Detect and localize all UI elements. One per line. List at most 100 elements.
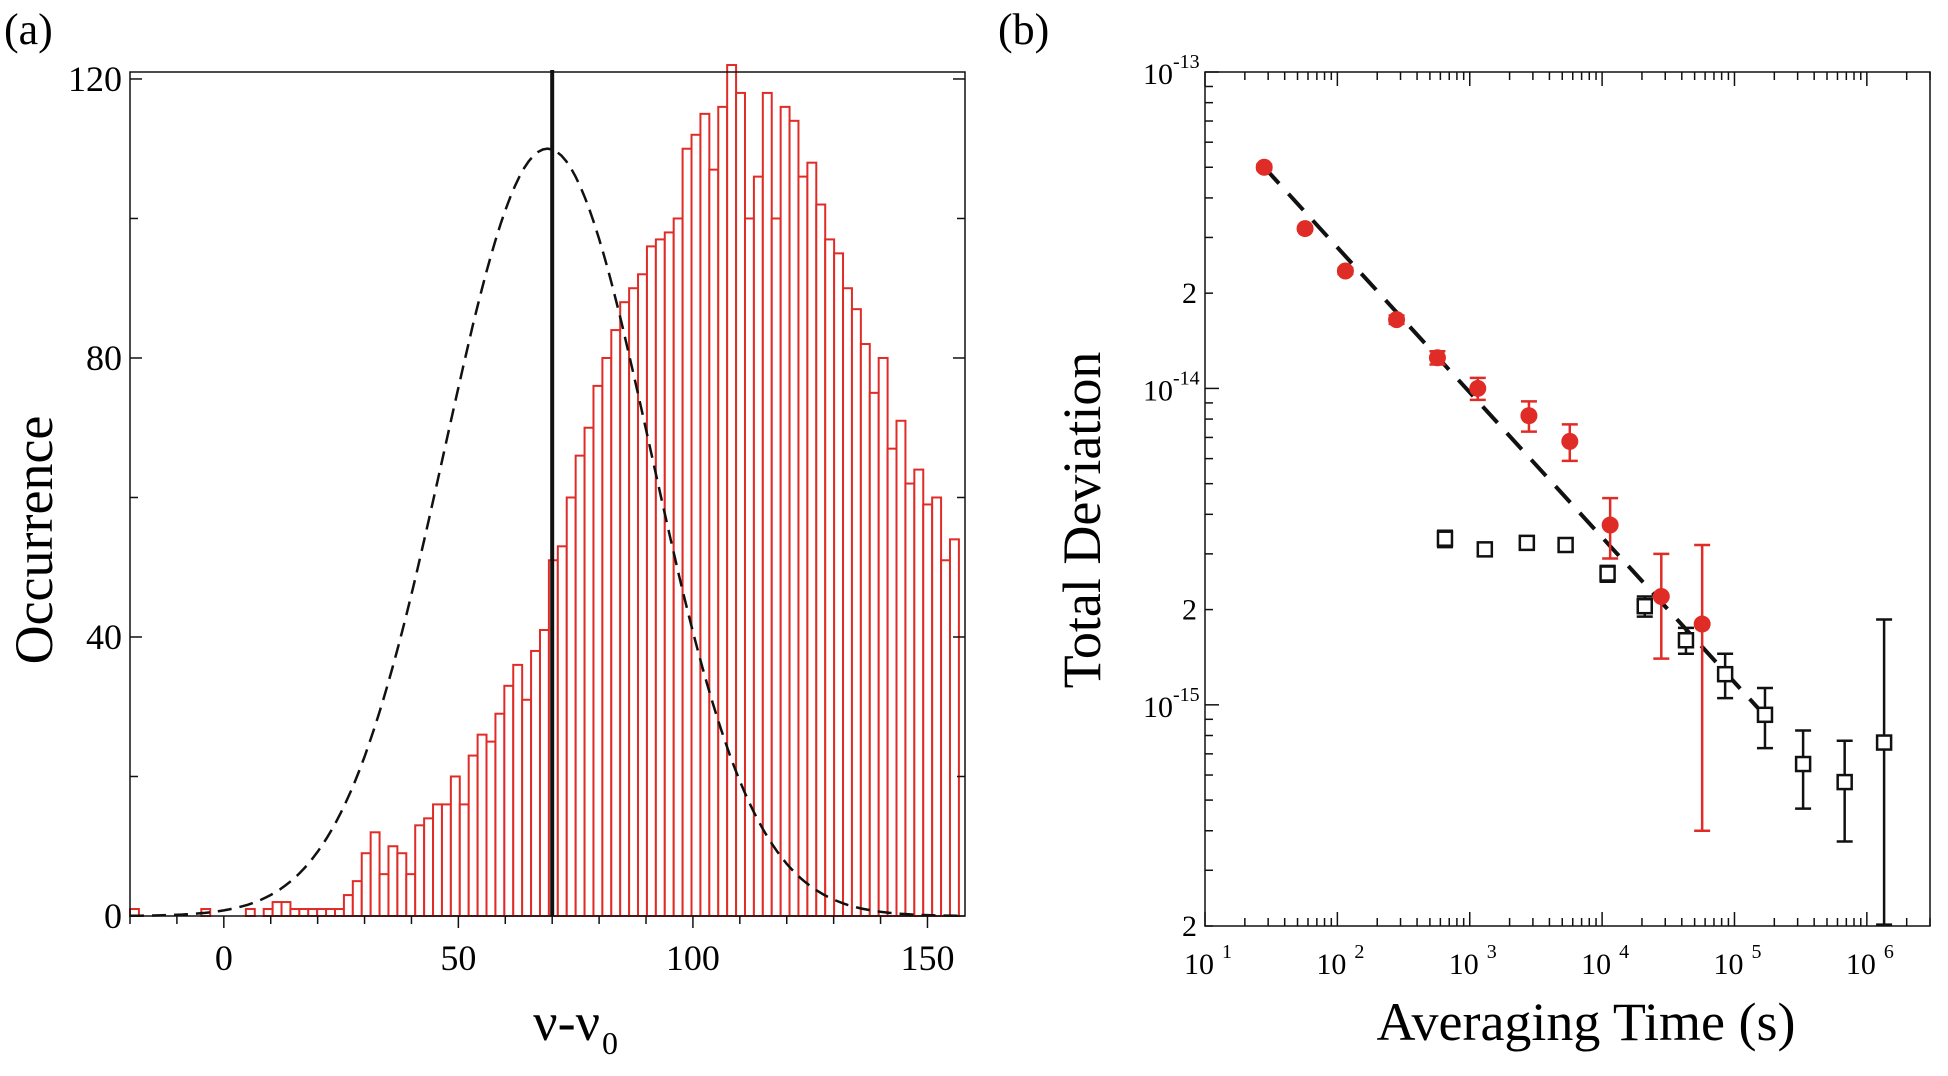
histogram-bar xyxy=(592,384,604,918)
histogram-bar xyxy=(530,649,541,917)
histogram-bar xyxy=(940,559,951,917)
histogram-plot-frame xyxy=(129,71,966,917)
histogram-panel: (a) Occurrence ν-ν 0 0 50 100 150 0 40 80 120 xyxy=(4,5,966,1061)
panel-label-b: (b) xyxy=(998,5,1049,54)
histogram-bar xyxy=(298,908,310,917)
histogram-bar xyxy=(868,391,880,917)
red-circle-point xyxy=(1652,587,1670,605)
histogram-bar xyxy=(601,356,613,917)
deviation-x-tick-label: 10 xyxy=(1449,948,1479,981)
deviation-x-tick-exponent: 1 xyxy=(1222,941,1232,963)
histogram-bar xyxy=(637,273,648,917)
histogram-bar xyxy=(672,217,684,918)
histogram-bar xyxy=(628,287,640,918)
black-square-point xyxy=(1518,534,1536,552)
histogram-bar xyxy=(842,287,853,918)
histogram-x-tick-label: 50 xyxy=(440,938,476,978)
histogram-bar xyxy=(325,908,336,917)
deviation-y-tick-exponent: -15 xyxy=(1173,684,1200,706)
red-circle-point xyxy=(1693,615,1711,633)
histogram-bar xyxy=(654,238,666,917)
red-circle-point xyxy=(1255,158,1273,176)
histogram-bar xyxy=(610,329,622,917)
histogram-bar xyxy=(815,203,827,917)
deviation-y-tick-label: 10 xyxy=(1143,58,1173,91)
histogram-bar xyxy=(583,426,595,917)
deviation-x-tick-exponent: 5 xyxy=(1751,941,1761,963)
histogram-bar xyxy=(619,301,631,917)
deviation-x-tick-label: 10 xyxy=(1581,948,1611,981)
histogram-y-tick-label: 0 xyxy=(104,896,122,936)
histogram-bar xyxy=(645,245,657,917)
histogram-axis-ticks: 0 50 100 150 0 40 80 120 xyxy=(68,59,965,978)
red-circle-point xyxy=(1388,311,1406,329)
histogram-bar xyxy=(289,908,301,917)
black-error-bar xyxy=(1836,739,1853,843)
histogram-bar xyxy=(449,775,461,917)
black-square-point xyxy=(1875,734,1893,751)
deviation-y-label: Total Deviation xyxy=(1052,352,1112,689)
histogram-bar xyxy=(307,908,319,917)
histogram-y-label: Occurrence xyxy=(4,416,64,665)
deviation-panel: (b) Total Deviation Averaging Time (s) 1… xyxy=(998,5,1931,1052)
histogram-x-label: ν-ν xyxy=(533,992,600,1052)
deviation-y-minor-tick-label: 2 xyxy=(1182,594,1197,627)
red-error-bar xyxy=(1653,552,1670,660)
histogram-bar xyxy=(681,147,693,917)
deviation-x-tick-label: 10 xyxy=(1316,948,1346,981)
histogram-bar xyxy=(699,112,711,917)
histogram-bar xyxy=(503,684,515,917)
histogram-bar xyxy=(432,803,443,917)
histogram-bar xyxy=(770,217,782,918)
panel-label-a: (a) xyxy=(4,5,53,54)
histogram-bar xyxy=(708,168,720,917)
histogram-bar xyxy=(726,64,738,918)
histogram-bar xyxy=(779,105,791,917)
black-square-series xyxy=(1436,529,1893,926)
histogram-bar xyxy=(485,740,497,917)
red-circle-point xyxy=(1469,379,1487,397)
deviation-x-tick-label: 10 xyxy=(1713,948,1743,981)
black-square-point xyxy=(1436,530,1454,547)
gaussian-fit-curve xyxy=(129,147,966,918)
histogram-bar xyxy=(467,754,479,917)
histogram-bar xyxy=(280,901,292,917)
black-square-point xyxy=(1794,755,1812,773)
histogram-bar xyxy=(788,119,800,918)
histogram-bar xyxy=(316,908,328,917)
histogram-bar xyxy=(797,175,809,917)
deviation-x-tick-label: 10 xyxy=(1184,948,1214,981)
histogram-x-tick-label: 0 xyxy=(215,938,233,978)
histogram-bar xyxy=(360,852,372,918)
black-square-point xyxy=(1836,773,1853,791)
deviation-y-tick-label: 10 xyxy=(1143,691,1173,724)
deviation-x-tick-label: 10 xyxy=(1846,948,1876,981)
histogram-bar xyxy=(387,845,399,917)
histogram-x-label-subscript: 0 xyxy=(602,1025,618,1061)
histogram-bar xyxy=(877,356,889,917)
deviation-y-tick-label: 10 xyxy=(1143,374,1173,407)
black-square-point xyxy=(1636,597,1654,615)
red-circle-point xyxy=(1561,432,1579,450)
black-square-point xyxy=(1557,536,1574,554)
histogram-y-tick-label: 80 xyxy=(86,338,122,378)
deviation-y-minor-tick-label: 2 xyxy=(1182,277,1197,310)
histogram-bar xyxy=(512,663,524,918)
histogram-x-tick-label: 100 xyxy=(666,938,720,978)
histogram-bar xyxy=(752,175,764,917)
histogram-bar xyxy=(663,231,675,917)
histogram-bar xyxy=(850,308,862,917)
histogram-bar xyxy=(476,733,488,918)
histogram-bar xyxy=(342,894,354,918)
histogram-bar xyxy=(351,880,363,917)
red-error-bar xyxy=(1694,543,1711,832)
histogram-bar xyxy=(556,545,568,917)
histogram-bar xyxy=(333,908,345,917)
deviation-y-tick-exponent: -14 xyxy=(1173,367,1200,389)
histogram-bar xyxy=(405,873,417,917)
histogram-bar xyxy=(886,447,898,917)
histogram-y-tick-label: 40 xyxy=(86,617,122,657)
deviation-x-tick-exponent: 2 xyxy=(1354,941,1364,963)
deviation-x-tick-exponent: 6 xyxy=(1884,941,1894,963)
